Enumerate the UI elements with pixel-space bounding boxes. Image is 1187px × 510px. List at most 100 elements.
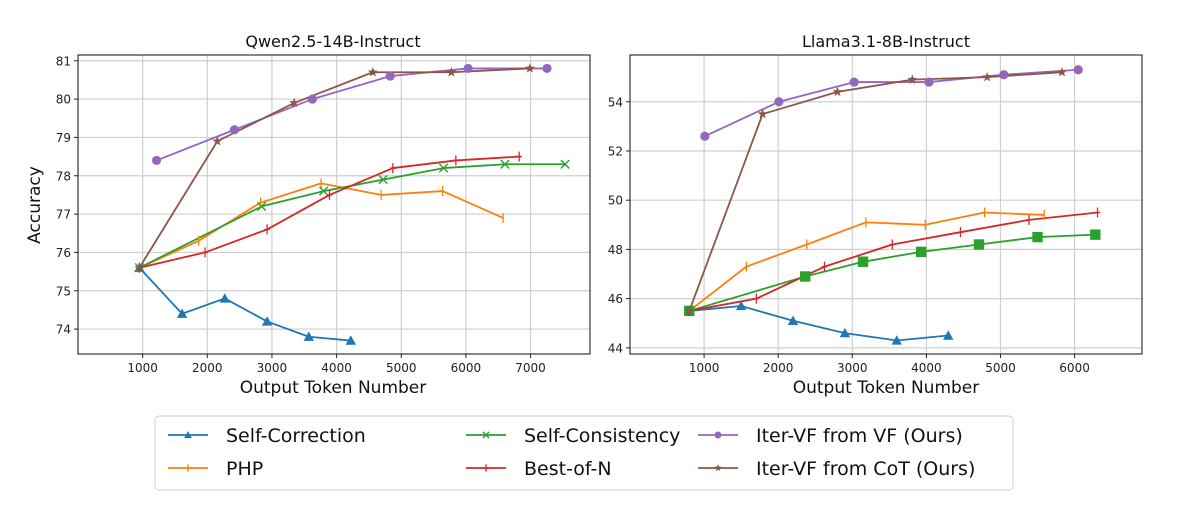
legend-label: Self-Consistency xyxy=(524,425,680,447)
y-tick-label: 76 xyxy=(56,246,71,260)
data-point-iter-vf-from-vf-ours xyxy=(307,94,317,104)
data-point-iter-vf-from-vf-ours xyxy=(849,77,859,87)
y-axis-label: Accuracy xyxy=(25,166,45,244)
data-point-self-correction xyxy=(219,293,230,303)
data-point-iter-vf-from-vf-ours xyxy=(385,71,395,81)
series-line-self-correction xyxy=(138,267,351,342)
markers-group xyxy=(684,65,1101,345)
legend-item-iter-vf-from-cot-ours: Iter-VF from CoT (Ours) xyxy=(698,458,975,480)
data-point-iter-vf-from-cot-ours xyxy=(757,108,768,119)
data-point-iter-vf-from-vf-ours xyxy=(999,70,1009,80)
data-point-self-consistency xyxy=(1032,231,1043,243)
data-point-self-correction xyxy=(839,327,851,338)
y-tick-label: 46 xyxy=(608,292,623,306)
data-point-self-correction xyxy=(943,330,954,340)
legend-label: Best-of-N xyxy=(524,458,612,480)
data-point-iter-vf-from-vf-ours xyxy=(229,125,240,135)
x-tick-label: 1000 xyxy=(689,361,720,375)
data-point-best-of-n xyxy=(957,227,964,238)
data-point-best-of-n xyxy=(1094,207,1101,218)
grid xyxy=(78,55,590,354)
data-point-best-of-n xyxy=(326,189,333,200)
legend-item-self-consistency: Self-Consistency xyxy=(466,425,680,447)
data-point-iter-vf-from-vf-ours xyxy=(1073,65,1083,75)
data-point-self-consistency xyxy=(973,239,985,250)
y-tick-label: 78 xyxy=(56,169,71,183)
y-tick-label: 77 xyxy=(56,208,71,222)
data-point-best-of-n xyxy=(390,163,396,174)
legend-marker-circle-icon xyxy=(714,431,722,439)
legend-box xyxy=(154,415,1014,491)
data-point-iter-vf-from-cot-ours xyxy=(1057,67,1067,77)
data-point-self-correction xyxy=(303,331,314,341)
data-point-iter-vf-from-vf-ours xyxy=(463,63,473,74)
data-point-self-correction xyxy=(787,315,799,325)
plot-frame xyxy=(629,54,1143,355)
data-point-iter-vf-from-cot-ours xyxy=(446,67,457,77)
legend-label: Self-Correction xyxy=(226,425,366,447)
x-tick-label: 3000 xyxy=(837,361,868,375)
legend-label: PHP xyxy=(226,458,263,480)
panel-llama: Llama3.1-8B-Instruct Output Token Number… xyxy=(608,32,1143,398)
data-point-iter-vf-from-vf-ours xyxy=(542,63,552,74)
y-tick-label: 81 xyxy=(56,54,71,68)
data-point-self-consistency xyxy=(800,271,811,282)
data-point-self-consistency xyxy=(560,159,570,169)
y-tick-label: 48 xyxy=(608,243,623,257)
legend-marker-plus-icon xyxy=(483,464,489,472)
grid xyxy=(630,55,1142,354)
legend-item-best-of-n: Best-of-N xyxy=(466,458,612,480)
x-tick-label: 6000 xyxy=(1059,361,1090,375)
data-point-iter-vf-from-vf-ours xyxy=(774,97,784,107)
data-point-iter-vf-from-cot-ours xyxy=(907,74,918,84)
legend-marker-x-icon xyxy=(482,431,490,439)
series-line-self-correction xyxy=(689,305,949,342)
x-tick-label: 2000 xyxy=(192,361,223,375)
data-point-best-of-n xyxy=(516,151,522,162)
legend-item-iter-vf-from-vf-ours: Iter-VF from VF (Ours) xyxy=(698,425,963,447)
y-tick-label: 50 xyxy=(608,194,623,208)
data-point-iter-vf-from-cot-ours xyxy=(982,71,993,82)
data-point-iter-vf-from-vf-ours xyxy=(700,131,710,141)
y-tick-label: 74 xyxy=(56,323,71,337)
x-axis-label: Output Token Number xyxy=(240,378,427,398)
x-tick-label: 5000 xyxy=(985,361,1016,375)
data-point-self-correction xyxy=(345,335,357,345)
legend-marker-star-icon xyxy=(714,464,722,472)
series-line-best-of-n xyxy=(689,211,1098,312)
panel-title: Qwen2.5-14B-Instruct xyxy=(245,32,420,51)
data-point-best-of-n xyxy=(202,247,208,258)
series-group xyxy=(138,67,566,342)
y-tick-label: 79 xyxy=(56,131,71,145)
y-tick-label: 80 xyxy=(56,93,71,107)
data-point-iter-vf-from-cot-ours xyxy=(134,262,145,272)
x-tick-label: 1000 xyxy=(127,361,158,375)
x-tick-label: 2000 xyxy=(763,361,794,375)
y-tick-label: 75 xyxy=(56,284,71,298)
x-tick-label: 4000 xyxy=(321,361,352,375)
data-point-best-of-n xyxy=(453,155,459,166)
x-tick-label: 4000 xyxy=(911,361,942,375)
data-point-self-consistency xyxy=(256,201,267,212)
data-point-self-consistency xyxy=(438,163,449,173)
data-point-self-consistency xyxy=(378,174,388,185)
y-tick-label: 44 xyxy=(608,341,623,355)
data-point-self-correction xyxy=(176,308,188,318)
data-point-iter-vf-from-cot-ours xyxy=(289,97,300,108)
data-point-iter-vf-from-cot-ours xyxy=(212,136,223,146)
data-point-self-correction xyxy=(261,316,273,326)
data-point-best-of-n xyxy=(821,261,828,272)
legend-label: Iter-VF from CoT (Ours) xyxy=(756,458,975,480)
data-point-iter-vf-from-cot-ours xyxy=(684,305,695,316)
x-tick-label: 6000 xyxy=(451,361,482,375)
series-line-iter-vf-from-vf-ours xyxy=(704,68,1079,138)
series-group xyxy=(688,68,1098,342)
data-point-iter-vf-from-cot-ours xyxy=(832,86,843,97)
legend-label: Iter-VF from VF (Ours) xyxy=(756,425,963,447)
data-point-iter-vf-from-vf-ours xyxy=(151,155,162,166)
series-line-iter-vf-from-vf-ours xyxy=(156,67,548,162)
data-point-self-consistency xyxy=(318,186,329,196)
data-point-iter-vf-from-cot-ours xyxy=(367,67,378,77)
data-point-best-of-n xyxy=(1026,214,1032,225)
